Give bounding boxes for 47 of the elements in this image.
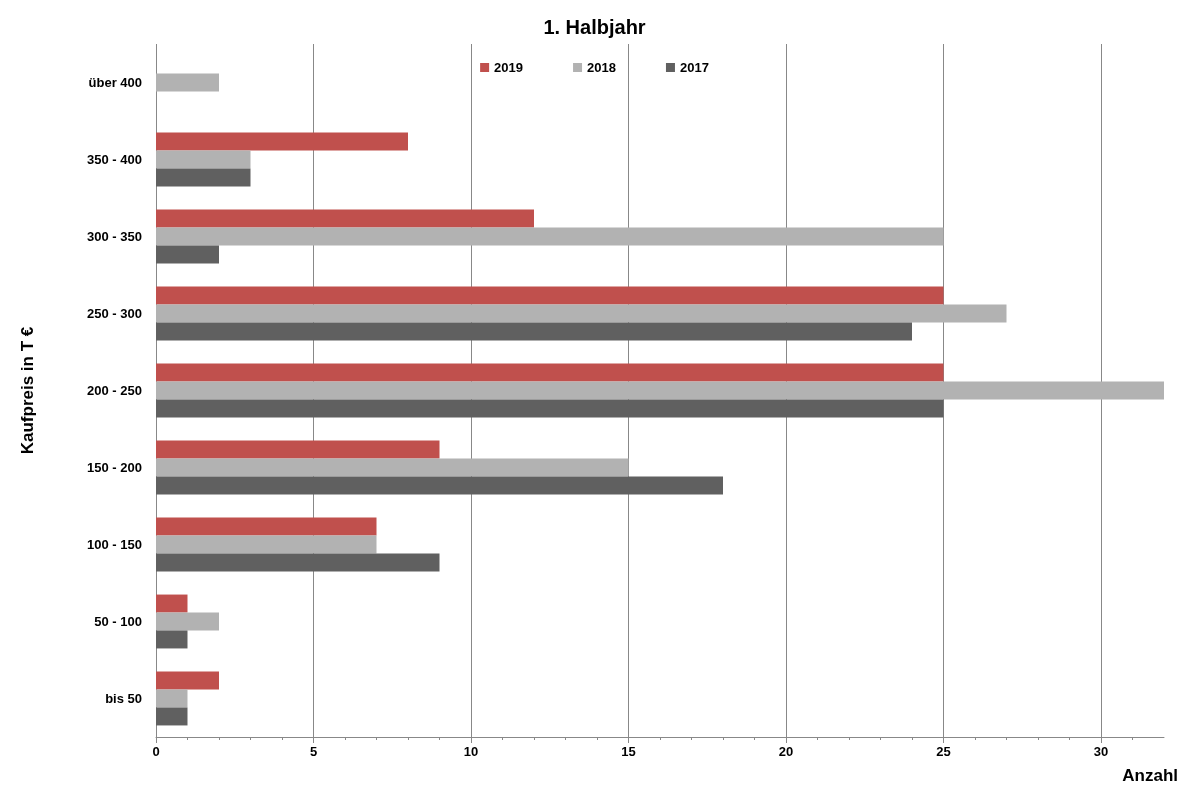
- bar: [156, 517, 377, 536]
- bar: [156, 630, 188, 649]
- bar: [156, 304, 1007, 323]
- bar: [156, 363, 944, 382]
- legend-label: 2018: [587, 60, 616, 75]
- y-tick-label: bis 50: [105, 691, 142, 706]
- x-tick-label: 10: [463, 744, 479, 759]
- bar: [156, 671, 219, 690]
- x-tick-label: 20: [778, 744, 794, 759]
- y-tick-label: 350 - 400: [87, 152, 142, 167]
- bar: [156, 535, 377, 554]
- bar: [156, 132, 408, 151]
- x-tick-label: 15: [621, 744, 636, 759]
- bar: [156, 689, 188, 708]
- bar: [156, 476, 723, 495]
- y-tick-label: 300 - 350: [87, 229, 142, 244]
- x-tick-label: 5: [309, 744, 318, 759]
- y-tick-label: über 400: [88, 75, 142, 90]
- y-tick-label: 150 - 200: [87, 460, 142, 475]
- bar: [156, 245, 219, 264]
- legend-label: 2019: [494, 60, 524, 75]
- x-tick-label: 0: [152, 744, 160, 759]
- x-axis-title: Anzahl: [1122, 766, 1178, 785]
- bar: [156, 322, 912, 341]
- bar: [156, 399, 944, 418]
- y-tick-label: 50 - 100: [94, 614, 142, 629]
- bar: [156, 458, 629, 477]
- bar: [156, 227, 944, 246]
- bar: [156, 707, 188, 726]
- bar: [156, 286, 944, 305]
- x-tick-label: 30: [1093, 744, 1109, 759]
- y-tick-label: 250 - 300: [87, 306, 142, 321]
- y-tick-label: 100 - 150: [87, 537, 142, 552]
- bar: [156, 612, 219, 631]
- y-axis-title: Kaufpreis in T €: [18, 326, 37, 455]
- bar: [156, 440, 440, 459]
- bar: [156, 553, 440, 572]
- chart-title: 1. Halbjahr: [543, 16, 646, 38]
- bar: [156, 150, 251, 169]
- x-tick-label: 25: [936, 744, 951, 759]
- legend-label: 2017: [679, 60, 709, 75]
- bar: [156, 209, 534, 228]
- bar: [156, 73, 219, 92]
- y-tick-label: 200 - 250: [87, 383, 142, 398]
- bar: [156, 168, 251, 187]
- bar: [156, 594, 188, 613]
- bar: [156, 381, 1164, 400]
